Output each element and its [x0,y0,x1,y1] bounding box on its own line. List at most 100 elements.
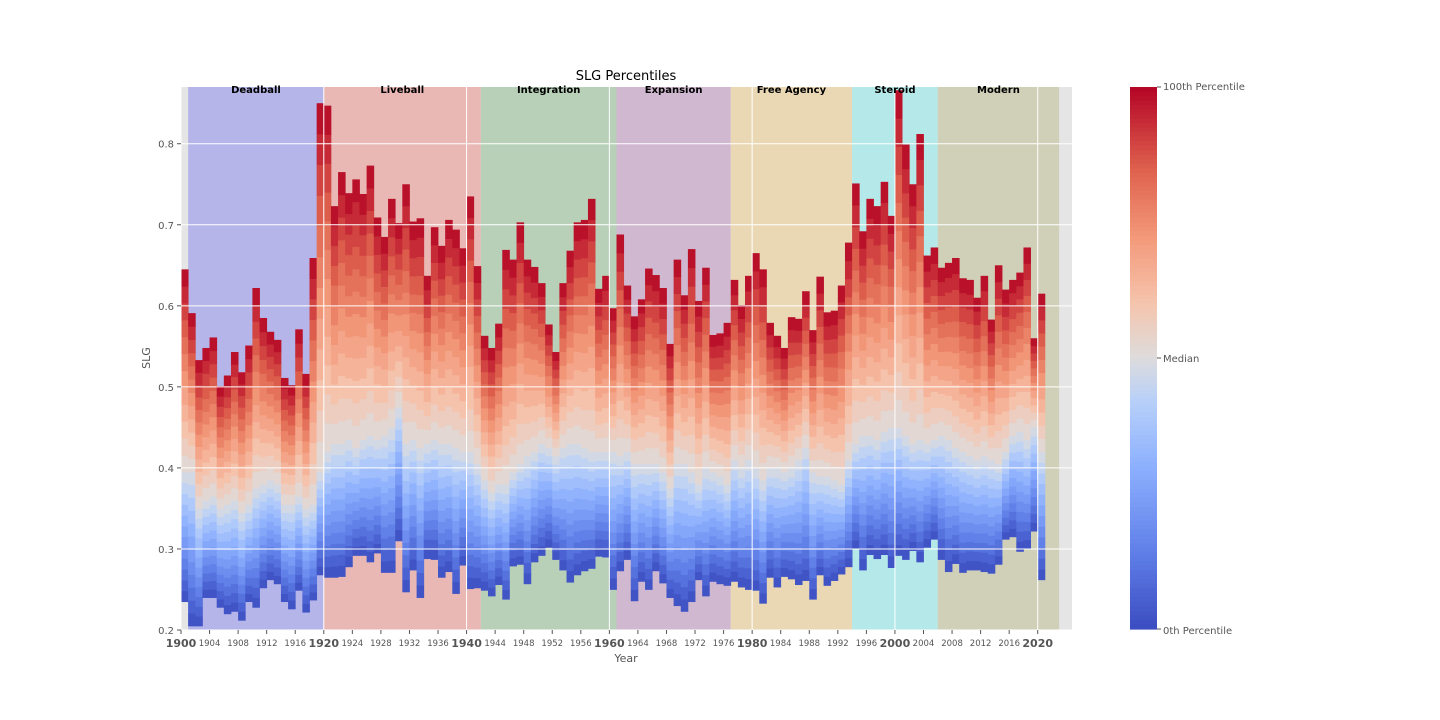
percentile-band [223,482,232,495]
percentile-band [602,290,610,306]
percentile-band [987,497,996,508]
percentile-band [359,497,368,508]
percentile-band [730,520,739,532]
percentile-band [216,566,225,575]
percentile-band [737,477,746,489]
percentile-band [823,435,832,450]
percentile-band [559,468,567,479]
percentile-band [623,382,632,397]
percentile-band [330,521,339,534]
percentile-band [944,410,953,426]
percentile-band [802,514,810,526]
percentile-band [502,347,510,368]
percentile-band [280,409,289,421]
percentile-band [388,475,396,489]
percentile-band [438,427,446,444]
percentile-band [338,465,346,478]
percentile-band [966,397,974,413]
year-bar-1901 [188,313,196,627]
percentile-band [787,317,796,331]
percentile-band [566,512,575,525]
percentile-band [609,577,617,590]
percentile-band [566,478,575,491]
percentile-band [609,439,617,453]
year-bar-1984 [780,347,789,577]
percentile-band [295,519,303,529]
percentile-band [830,437,839,453]
percentile-band [1023,343,1031,360]
percentile-band [423,481,432,492]
percentile-band [595,302,603,317]
percentile-band [323,535,332,547]
year-bar-2005 [930,247,939,540]
percentile-band [687,590,696,603]
percentile-band [502,541,510,552]
percentile-band [545,396,553,407]
percentile-band [295,426,303,442]
percentile-band [288,582,296,592]
percentile-band [1023,530,1031,541]
percentile-band [830,538,839,548]
percentile-band [737,467,746,479]
percentile-band [573,542,582,554]
percentile-band [1016,501,1024,512]
percentile-band [230,592,239,603]
year-bar-1933 [416,218,425,598]
percentile-band [359,419,368,440]
percentile-band [1030,479,1039,489]
percentile-band [545,472,553,482]
percentile-band [1030,412,1039,421]
percentile-band [623,313,632,328]
percentile-band [452,484,460,497]
percentile-band [823,558,832,568]
percentile-band [295,412,303,428]
percentile-band [530,470,539,480]
percentile-band [595,288,603,303]
x-tick-label: 1944 [484,639,506,649]
percentile-band [666,588,675,598]
percentile-band [794,543,803,554]
percentile-band [380,253,389,271]
percentile-band [202,360,210,374]
percentile-band [759,541,767,553]
percentile-band [181,320,189,338]
percentile-band [338,217,346,241]
percentile-band [473,546,482,558]
percentile-band [930,327,939,344]
percentile-band [373,421,382,440]
percentile-band [223,418,232,430]
percentile-band [559,420,567,435]
percentile-band [416,218,425,238]
percentile-band [338,262,346,286]
colorbar-cell [1130,579,1157,585]
percentile-band [473,414,482,432]
percentile-band [837,484,846,493]
percentile-band [723,534,732,544]
percentile-band [1009,357,1017,372]
percentile-band [573,425,582,444]
percentile-band [516,505,525,515]
percentile-band [716,333,724,346]
percentile-band [787,417,796,431]
percentile-band [966,367,974,383]
year-bar-1947 [516,222,525,565]
percentile-band [809,493,817,505]
percentile-band [823,366,832,381]
percentile-band [652,275,660,292]
percentile-band [630,532,639,545]
percentile-band [259,501,268,511]
percentile-band [680,393,689,409]
percentile-band [459,480,467,490]
percentile-band [637,326,646,341]
percentile-band [823,539,832,550]
percentile-band [402,468,410,482]
percentile-band [1009,486,1017,495]
colorbar-cell [1130,565,1157,571]
percentile-band [652,448,660,465]
percentile-band [473,577,482,589]
percentile-band [894,146,903,175]
percentile-band [830,353,839,368]
percentile-band [859,513,867,526]
percentile-band [966,493,974,504]
percentile-band [373,486,382,497]
